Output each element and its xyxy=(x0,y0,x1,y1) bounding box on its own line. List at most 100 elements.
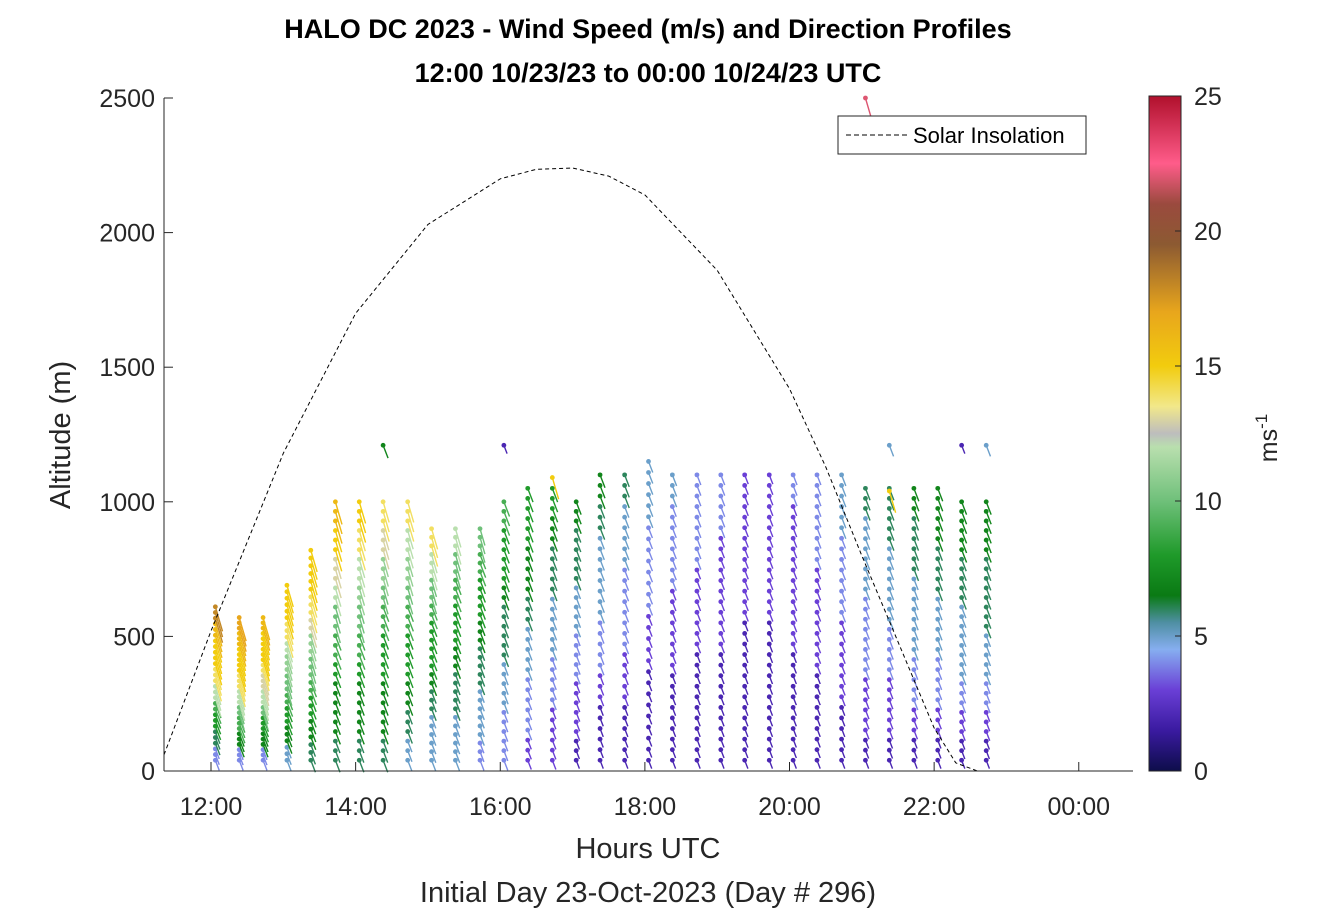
wind-vector-shaft xyxy=(503,530,510,545)
wind-vector xyxy=(332,738,341,754)
wind-vector xyxy=(742,546,749,559)
wind-vector xyxy=(646,658,653,671)
wind-vector xyxy=(332,700,341,716)
wind-vector-head xyxy=(622,578,628,583)
wind-vector xyxy=(863,616,871,630)
wind-vector-head xyxy=(911,737,917,743)
wind-vector xyxy=(863,687,870,700)
wind-vector xyxy=(839,609,847,623)
wind-vector xyxy=(983,662,992,676)
wind-vector xyxy=(669,567,677,581)
wind-vector xyxy=(814,514,822,528)
wind-vector-head xyxy=(380,614,386,620)
wind-vector xyxy=(573,709,581,722)
wind-vector-shaft xyxy=(310,604,318,626)
wind-vector-shaft xyxy=(286,617,294,640)
wind-vector-shaft xyxy=(430,537,439,559)
wind-vector-head xyxy=(766,493,772,499)
wind-vector xyxy=(959,709,966,722)
wind-vector-shaft xyxy=(407,539,414,560)
wind-vector xyxy=(405,547,414,569)
wind-vector xyxy=(405,681,414,697)
wind-vector xyxy=(959,652,967,667)
wind-vector-head xyxy=(549,616,555,622)
wind-vector-head xyxy=(549,606,555,612)
wind-vector-head xyxy=(573,671,579,677)
wind-vector xyxy=(453,732,461,746)
wind-vector xyxy=(694,578,702,591)
wind-vector xyxy=(332,499,343,525)
wind-vector-head xyxy=(790,694,796,700)
wind-vector-shaft xyxy=(286,701,294,717)
wind-vector-head xyxy=(814,641,820,647)
wind-vector-head xyxy=(646,669,651,675)
wind-vector xyxy=(501,566,510,583)
wind-vector-shaft xyxy=(503,501,511,517)
wind-vector-head xyxy=(646,680,651,686)
wind-vector xyxy=(453,603,462,620)
wind-vector xyxy=(429,714,437,729)
wind-vector-head xyxy=(669,525,675,531)
wind-vector-shaft xyxy=(334,673,342,689)
wind-vector-head xyxy=(573,681,579,687)
wind-vector xyxy=(597,631,605,644)
wind-vector-shaft xyxy=(334,559,342,580)
wind-vector xyxy=(983,757,991,769)
wind-vector xyxy=(646,459,654,473)
wind-vector-head xyxy=(525,506,531,511)
wind-vector xyxy=(332,547,343,572)
wind-vector xyxy=(694,715,701,727)
wind-vector-head xyxy=(814,483,820,488)
wind-vector-head xyxy=(790,493,796,499)
wind-vector-head xyxy=(525,556,531,562)
wind-vector-head xyxy=(332,748,338,754)
wind-vector xyxy=(453,757,461,772)
wind-vector-head xyxy=(669,578,675,583)
wind-vector xyxy=(694,673,701,685)
wind-vector-shaft xyxy=(262,643,271,666)
wind-vector-head xyxy=(429,603,434,609)
wind-vector xyxy=(332,614,341,634)
wind-vector-head xyxy=(573,575,579,581)
wind-vector-shaft xyxy=(527,508,534,523)
wind-vector-shaft xyxy=(334,654,342,670)
wind-vector xyxy=(501,690,509,705)
wind-vector-shaft xyxy=(358,578,366,598)
wind-vector xyxy=(983,585,992,601)
wind-vector-head xyxy=(911,496,917,501)
wind-vector-head xyxy=(718,504,724,509)
wind-vector xyxy=(501,585,510,602)
wind-vector xyxy=(766,557,774,569)
wind-vector xyxy=(790,747,797,759)
wind-vector xyxy=(260,615,271,641)
wind-vector-head xyxy=(453,586,458,592)
wind-vector xyxy=(718,588,726,601)
wind-vector-head xyxy=(863,636,868,642)
wind-vector xyxy=(669,620,677,633)
wind-vector xyxy=(911,737,918,749)
wind-vector xyxy=(694,567,702,580)
wind-vector xyxy=(935,606,943,621)
wind-vector-shaft xyxy=(382,645,390,660)
wind-vector-head xyxy=(597,641,603,647)
wind-vector xyxy=(766,514,774,527)
wind-vector xyxy=(453,543,462,565)
wind-vector xyxy=(405,652,414,669)
wind-vector-head xyxy=(308,711,314,716)
wind-vector xyxy=(597,662,605,676)
wind-vector-head xyxy=(453,663,458,669)
wind-vector xyxy=(622,641,630,655)
wind-vector-head xyxy=(983,729,989,734)
wind-vector-head xyxy=(332,700,338,706)
wind-vector-head xyxy=(501,662,507,667)
wind-vector xyxy=(477,654,486,670)
wind-vector xyxy=(477,620,486,637)
wind-vector xyxy=(284,712,293,729)
wind-vector-head xyxy=(573,652,579,658)
colorbar-tick-label: 10 xyxy=(1194,488,1222,516)
wind-vector xyxy=(380,575,389,597)
wind-vector-head xyxy=(549,677,555,683)
wind-vector-head xyxy=(935,626,941,632)
wind-vector xyxy=(886,697,894,710)
wind-vector-shaft xyxy=(407,635,414,650)
